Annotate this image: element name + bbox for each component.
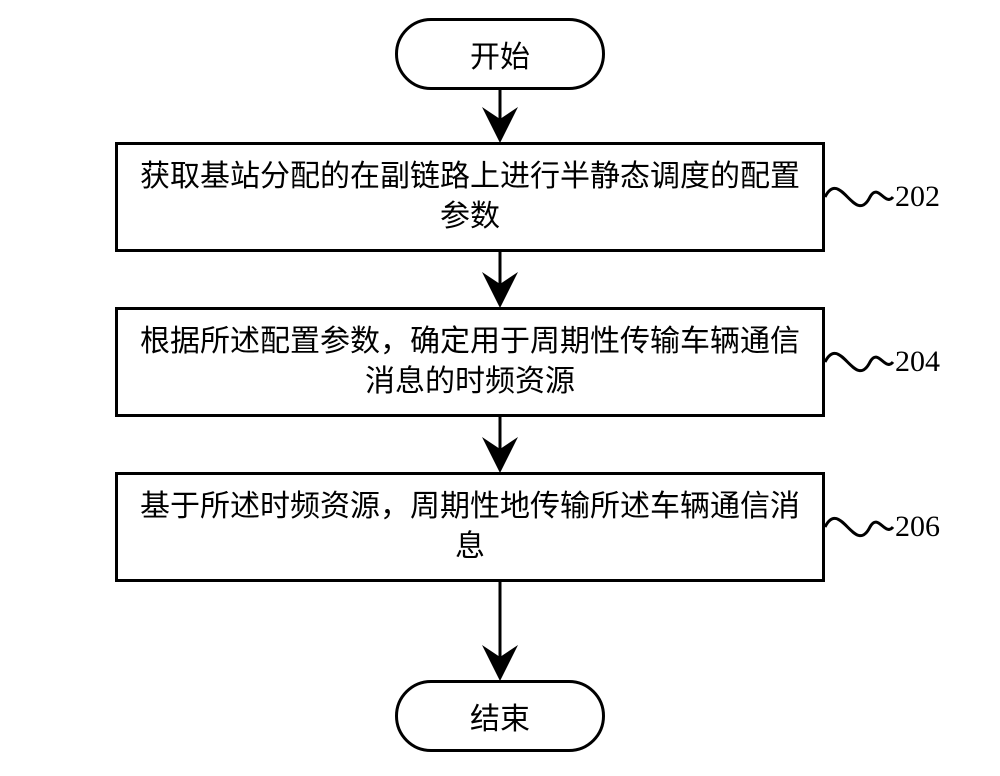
squiggle-206 <box>0 0 1000 776</box>
